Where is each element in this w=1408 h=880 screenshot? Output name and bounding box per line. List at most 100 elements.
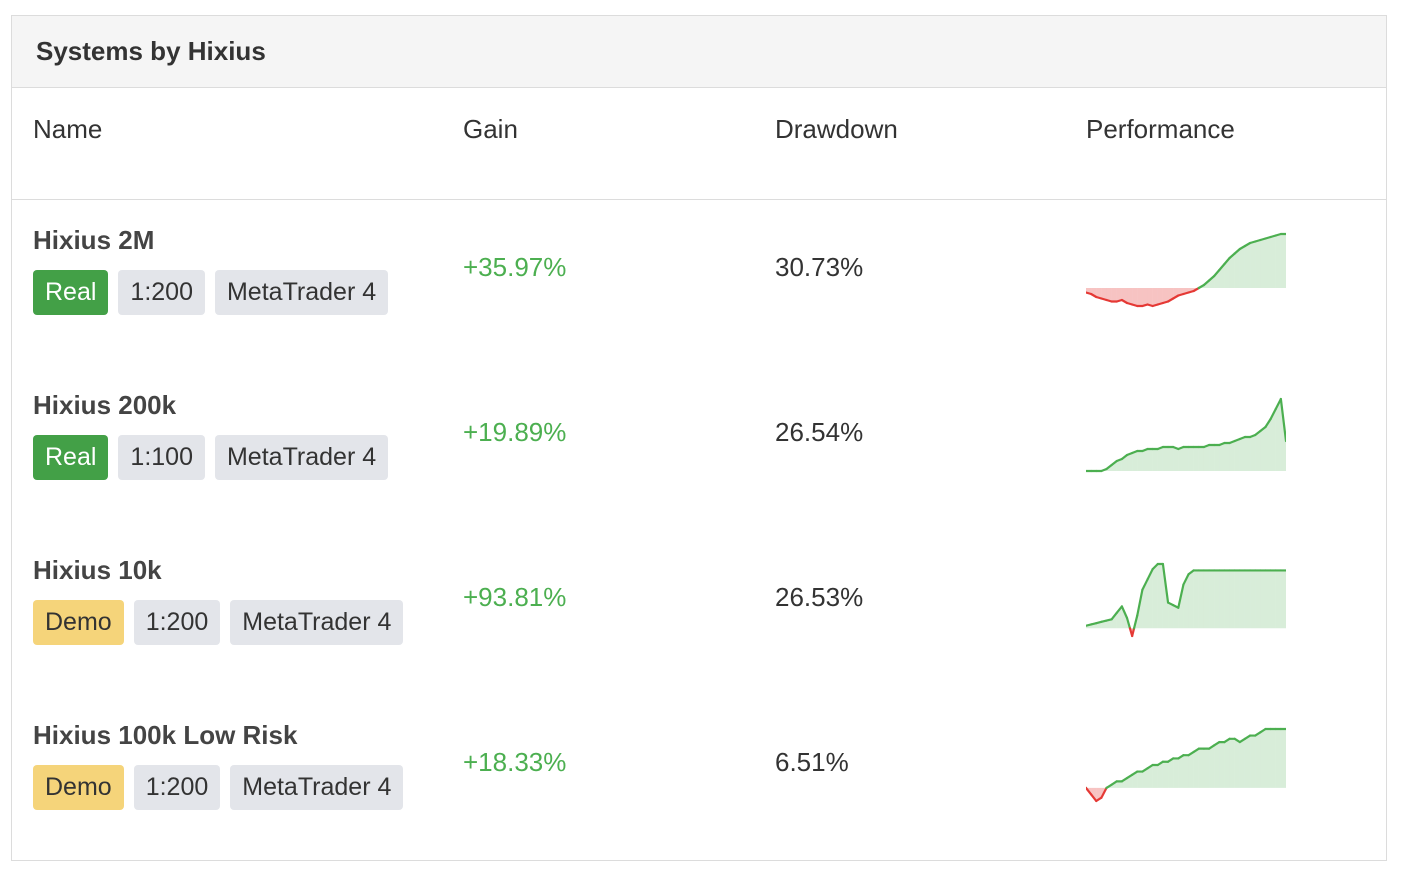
sparkline-area	[1111, 288, 1117, 302]
sparkline-area	[1250, 735, 1256, 788]
sparkline-area	[1244, 570, 1251, 629]
sparkline-area	[1111, 612, 1117, 629]
sparkline-area	[1162, 447, 1169, 471]
sparkline-area	[1255, 570, 1261, 629]
sparkline-area	[1193, 447, 1199, 471]
sparkline-area	[1265, 729, 1271, 788]
sparkline-area	[1162, 761, 1169, 788]
sparkline-area	[1224, 570, 1230, 629]
sparkline-area	[1137, 451, 1143, 471]
sparkline-area	[1168, 758, 1174, 788]
sparkline-area	[1127, 453, 1133, 471]
column-header-performance: Performance	[1086, 114, 1235, 144]
column-header-gain: Gain	[463, 114, 518, 144]
sparkline-segment	[1269, 407, 1277, 421]
sparkline-area	[1193, 570, 1199, 629]
sparkline-area	[1275, 399, 1281, 471]
sparkline-area	[1224, 258, 1230, 288]
sparkline-segment	[1161, 562, 1170, 604]
platform-badge: MetaTrader 4	[230, 600, 404, 645]
sparkline-area	[1270, 570, 1276, 629]
sparkline-area	[1157, 761, 1163, 788]
sparkline-area	[1168, 447, 1174, 471]
sparkline-area	[1188, 751, 1194, 788]
sparkline-area	[1203, 570, 1210, 629]
sparkline-area	[1173, 758, 1179, 788]
system-name-link[interactable]: Hixius 2M	[33, 225, 155, 255]
sparkline-area	[1275, 729, 1281, 788]
sparkline-area	[1209, 445, 1215, 471]
sparkline-segment	[1110, 611, 1118, 621]
sparkline-area	[1178, 447, 1184, 471]
sparkline-area	[1101, 787, 1107, 798]
sparkline-area	[1255, 732, 1261, 788]
sparkline-area	[1188, 570, 1194, 629]
column-header-drawdown: Drawdown	[775, 114, 898, 144]
sparkline-area	[1086, 787, 1092, 795]
leverage-badge: 1:200	[133, 765, 221, 810]
drawdown-value: 30.73%	[775, 252, 864, 282]
sparkline-area	[1265, 570, 1271, 629]
system-name-link[interactable]: Hixius 100k Low Risk	[33, 720, 298, 750]
sparkline-area	[1234, 439, 1240, 471]
leverage-badge: 1:200	[118, 270, 205, 315]
sparkline-segment	[1223, 256, 1231, 266]
sparkline-area	[1229, 570, 1235, 629]
sparkline-segment	[1213, 268, 1221, 278]
sparkline-area	[1178, 584, 1184, 629]
sparkline-area	[1152, 564, 1158, 629]
sparkline-area	[1214, 742, 1220, 788]
sparkline-segment	[1146, 568, 1154, 581]
sparkline-segment	[1182, 573, 1190, 586]
sparkline-segment	[1264, 417, 1272, 429]
sparkline-segment	[1090, 793, 1098, 803]
sparkline-area	[1116, 781, 1122, 788]
sparkline-area	[1239, 437, 1245, 471]
column-header-name: Name	[33, 114, 103, 144]
sparkline-area	[1214, 270, 1220, 288]
sparkline-area	[1157, 447, 1163, 471]
sparkline-area	[1168, 602, 1174, 629]
sparkline-area	[1255, 240, 1261, 288]
sparkline-area	[1111, 461, 1117, 471]
sparkline-area	[1132, 771, 1138, 788]
sparkline-area	[1270, 409, 1276, 471]
sparkline-area	[1162, 288, 1169, 303]
sparkline-area	[1096, 288, 1102, 299]
system-badges: Demo 1:200 MetaTrader 4	[33, 600, 413, 645]
sparkline-area	[1244, 437, 1251, 471]
sparkline-area	[1147, 765, 1153, 788]
sparkline-area	[1152, 288, 1158, 306]
gain-value: +93.81%	[463, 582, 567, 612]
sparkline-area	[1209, 570, 1215, 629]
performance-sparkline	[1086, 232, 1286, 308]
sparkline-area	[1219, 742, 1225, 788]
drawdown-value: 26.53%	[775, 582, 864, 612]
sparkline-area	[1224, 738, 1230, 788]
sparkline-area	[1234, 738, 1240, 788]
sparkline-area	[1203, 445, 1210, 471]
gain-value: +19.89%	[463, 417, 567, 447]
system-name-link[interactable]: Hixius 10k	[33, 555, 162, 585]
sparkline-area	[1137, 771, 1143, 788]
sparkline-segment	[1202, 279, 1211, 287]
sparkline-area	[1183, 755, 1189, 788]
card-header: Systems by Hixius	[12, 16, 1386, 88]
table-row: Hixius 100k Low Risk Demo 1:200 MetaTrad…	[12, 695, 1386, 860]
account-type-badge: Real	[33, 435, 109, 480]
sparkline-segment	[1120, 605, 1129, 620]
sparkline-area	[1132, 451, 1138, 471]
sparkline-segment	[1207, 274, 1216, 282]
system-badges: Real 1:100 MetaTrader 4	[33, 435, 398, 480]
sparkline-area	[1229, 441, 1235, 471]
system-name-link[interactable]: Hixius 200k	[33, 390, 177, 420]
sparkline-segment	[1279, 397, 1286, 443]
sparkline-area	[1121, 778, 1128, 788]
sparkline-area	[1229, 738, 1235, 788]
sparkline-area	[1106, 288, 1112, 302]
drawdown-value: 26.54%	[775, 417, 864, 447]
table-row: Hixius 10k Demo 1:200 MetaTrader 4 +93.8…	[12, 530, 1386, 695]
sparkline-area	[1214, 570, 1220, 629]
system-badges: Real 1:200 MetaTrader 4	[33, 270, 398, 315]
sparkline-area	[1116, 288, 1122, 302]
